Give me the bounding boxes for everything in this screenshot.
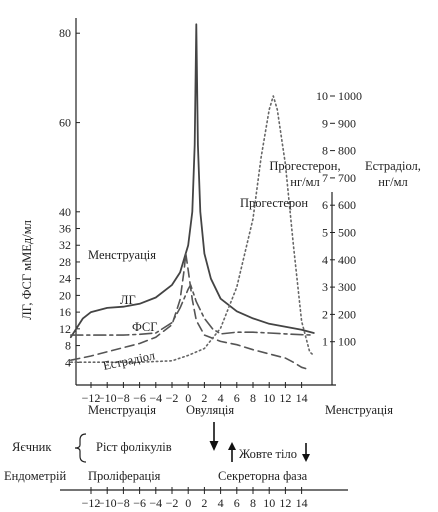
estradiol-tick-label: 1000 (338, 89, 362, 103)
left-axis-tick-label: 24 (59, 272, 71, 286)
progesterone-tick-label: 10 (316, 89, 328, 103)
estradiol-curve-label: Естрадіол (102, 348, 157, 373)
estradiol-tick-label: 400 (338, 253, 356, 267)
bottom-scale-tick-label: −10 (98, 496, 117, 510)
x-axis-tick-label: −10 (98, 391, 117, 405)
x-axis-tick-label: 10 (263, 391, 275, 405)
estradiol-axis-label-1: Естрадіол, (365, 159, 421, 173)
corpus-luteum-up-arrow (228, 442, 236, 462)
curve-dash-dot (70, 284, 315, 336)
ovary-phase-corpus-luteum: Жовте тіло (239, 447, 297, 461)
progesterone-tick-label: 5 (322, 226, 328, 240)
bottom-scale-tick-label: 10 (263, 496, 275, 510)
estradiol-tick-label: 800 (338, 144, 356, 158)
x-axis-tick-label: 14 (296, 391, 308, 405)
estradiol-tick-label: 900 (338, 116, 356, 130)
hormone-curves (69, 23, 315, 371)
lh-curve-label: ЛГ (120, 293, 136, 307)
progesterone-curve-label: Прогестерон (240, 196, 308, 210)
progesterone-tick-label: 2 (322, 307, 328, 321)
estradiol-tick-label: 200 (338, 307, 356, 321)
x-axis-tick-label: −12 (82, 391, 101, 405)
curve-dashed (70, 252, 311, 371)
ovary-phase-follicle-growth: Ріст фолікулів (96, 440, 172, 454)
curve-solid (69, 23, 315, 339)
left-axis-tick-label: 36 (59, 222, 71, 236)
ovary-label: Яєчник (12, 440, 52, 454)
x-axis-tick-label: 2 (201, 391, 207, 405)
bottom-scale-tick-label: 0 (185, 496, 191, 510)
estradiol-tick-label: 500 (338, 226, 356, 240)
left-axis-tick-label: 8 (65, 339, 71, 353)
estradiol-tick-label: 300 (338, 280, 356, 294)
left-axis-tick-label: 80 (59, 26, 71, 40)
x-axis-tick-label: 8 (250, 391, 256, 405)
ovulation-down-arrow (209, 422, 219, 451)
left-axis-tick-label: 60 (59, 116, 71, 130)
bottom-scale-tick-label: 2 (201, 496, 207, 510)
axes-frame (75, 18, 336, 386)
progesterone-tick-label: 7 (322, 171, 328, 185)
menstruation-curve-label: Менструація (88, 248, 156, 262)
x-axis-tick-label: 4 (218, 391, 224, 405)
fsh-curve-label: ФСГ (132, 320, 157, 334)
x-axis-tick-label: 12 (279, 391, 291, 405)
progesterone-tick-label: 8 (322, 144, 328, 158)
left-axis-tick-label: 20 (59, 288, 71, 302)
progesterone-axis-label-2: нг/мл (290, 175, 319, 189)
progesterone-tick-label: 6 (322, 198, 328, 212)
bottom-day-scale: −12−10 −8 −6 −4 −2 0 2 4 6 8 10 12 14 (60, 487, 348, 510)
corpus-luteum-down-arrow (302, 443, 310, 462)
bottom-scale-tick-label: −6 (133, 496, 146, 510)
curve-dotted (70, 95, 315, 363)
x-axis-tick-label: −8 (117, 391, 130, 405)
endometrium-phase-proliferation: Проліферація (88, 469, 161, 483)
estradiol-axis-label-2: нг/мл (378, 175, 407, 189)
left-axis-tick-label: 28 (59, 255, 71, 269)
endometrium-label: Ендометрій (4, 469, 66, 483)
x-axis-tick-label: −2 (166, 391, 179, 405)
bottom-scale-tick-label: 14 (296, 496, 308, 510)
x-axis-tick-label: −4 (149, 391, 162, 405)
progesterone-tick-label: 9 (322, 116, 328, 130)
progesterone-tick-label: 1 (322, 335, 328, 349)
progesterone-tick-label: 4 (322, 253, 328, 267)
phase-menstruation-start: Менструація (88, 403, 156, 417)
estradiol-tick-label: 600 (338, 198, 356, 212)
phase-ovulation: Овуляція (186, 403, 234, 417)
left-axis-tick-label: 32 (59, 238, 71, 252)
left-axis-tick-label: 4 (65, 355, 71, 369)
phase-menstruation-end: Менструація (325, 403, 393, 417)
x-axis-tick-label: −6 (133, 391, 146, 405)
left-axis-tick-label: 40 (59, 205, 71, 219)
x-axis-tick-label: 6 (234, 391, 240, 405)
bottom-scale-tick-label: −4 (149, 496, 162, 510)
endometrium-phase-secretory: Секреторна фаза (218, 469, 308, 483)
bottom-scale-tick-label: 12 (279, 496, 291, 510)
bottom-scale-tick-label: 4 (218, 496, 224, 510)
left-axis-tick-label: 16 (59, 305, 71, 319)
bottom-scale-tick-label: 8 (250, 496, 256, 510)
ovary-brace (74, 433, 87, 463)
bottom-scale-tick-label: 6 (234, 496, 240, 510)
left-axis-tick-label: 12 (59, 322, 71, 336)
progesterone-tick-label: 3 (322, 280, 328, 294)
x-axis-tick-label: 0 (185, 391, 191, 405)
progesterone-axis-label-1: Прогестерон, (269, 159, 340, 173)
bottom-scale-tick-label: −12 (82, 496, 101, 510)
left-axis-label: ЛГ, ФСГ мМЕд/мл (20, 220, 34, 320)
bottom-scale-tick-label: −8 (117, 496, 130, 510)
estradiol-tick-label: 700 (338, 171, 356, 185)
estradiol-tick-label: 100 (338, 335, 356, 349)
bottom-scale-tick-label: −2 (166, 496, 179, 510)
